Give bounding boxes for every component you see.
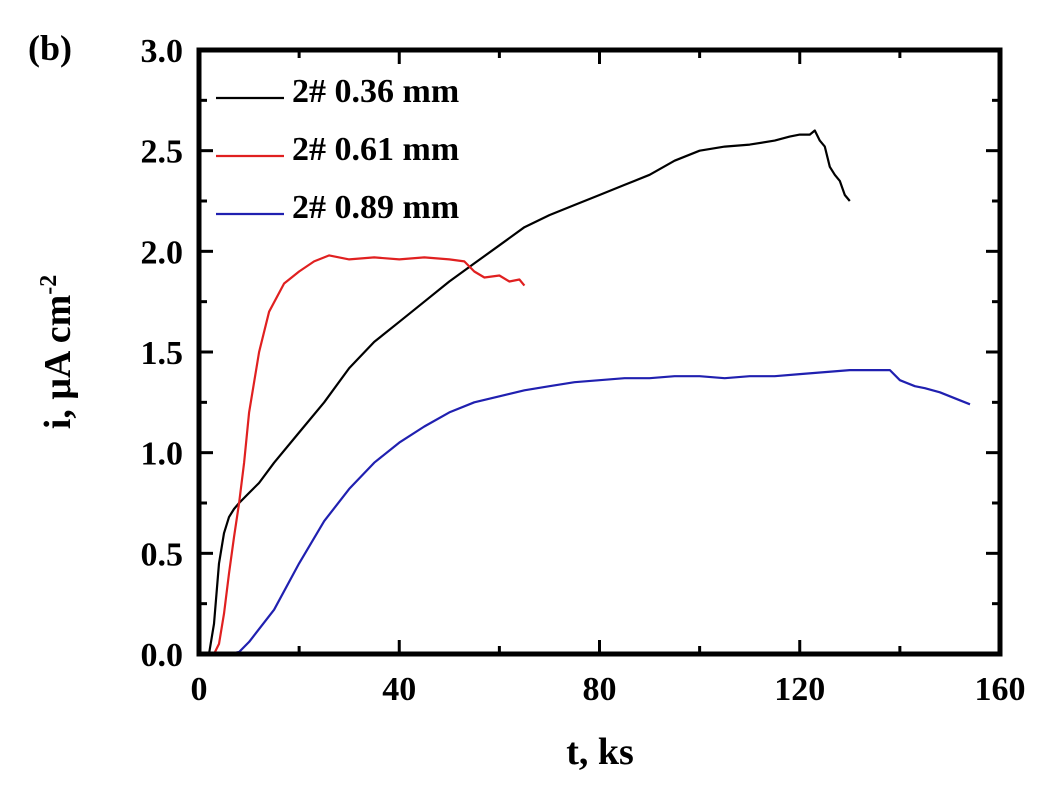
y-tick-label: 0.5 [141,536,184,573]
series-line-2 [199,254,526,656]
x-tick-label: 0 [191,671,208,708]
y-tick-label: 0.0 [141,637,184,674]
x-tick-label: 80 [583,671,617,708]
x-axis: 0 40 80 120 160 [191,50,1026,708]
panel-label: (b) [28,28,72,68]
y-axis: 0.0 0.5 1.0 1.5 2.0 2.5 3.0 [141,33,1000,674]
x-tick-label: 160 [975,671,1026,708]
y-axis-title-superscript: -2 [36,275,62,295]
series-line-3 [199,369,971,656]
y-tick-label: 2.0 [141,234,184,271]
y-axis-title: i, μA cm-2 [36,275,79,429]
x-tick-label: 120 [774,671,825,708]
legend-label-2: 2# 0.61 mm [292,131,459,168]
y-tick-label: 3.0 [141,33,184,70]
y-tick-label: 2.5 [141,134,184,171]
legend: 2# 0.36 mm 2# 0.61 mm 2# 0.89 mm [216,73,459,226]
x-axis-title: t, ks [566,731,634,773]
y-axis-title-main: i, μA cm [37,295,79,429]
x-tick-label: 40 [382,671,416,708]
y-tick-label: 1.0 [141,436,184,473]
y-tick-label: 1.5 [141,335,184,372]
legend-label-1: 2# 0.36 mm [292,73,459,110]
series-layer [199,129,971,656]
legend-label-3: 2# 0.89 mm [292,189,459,226]
